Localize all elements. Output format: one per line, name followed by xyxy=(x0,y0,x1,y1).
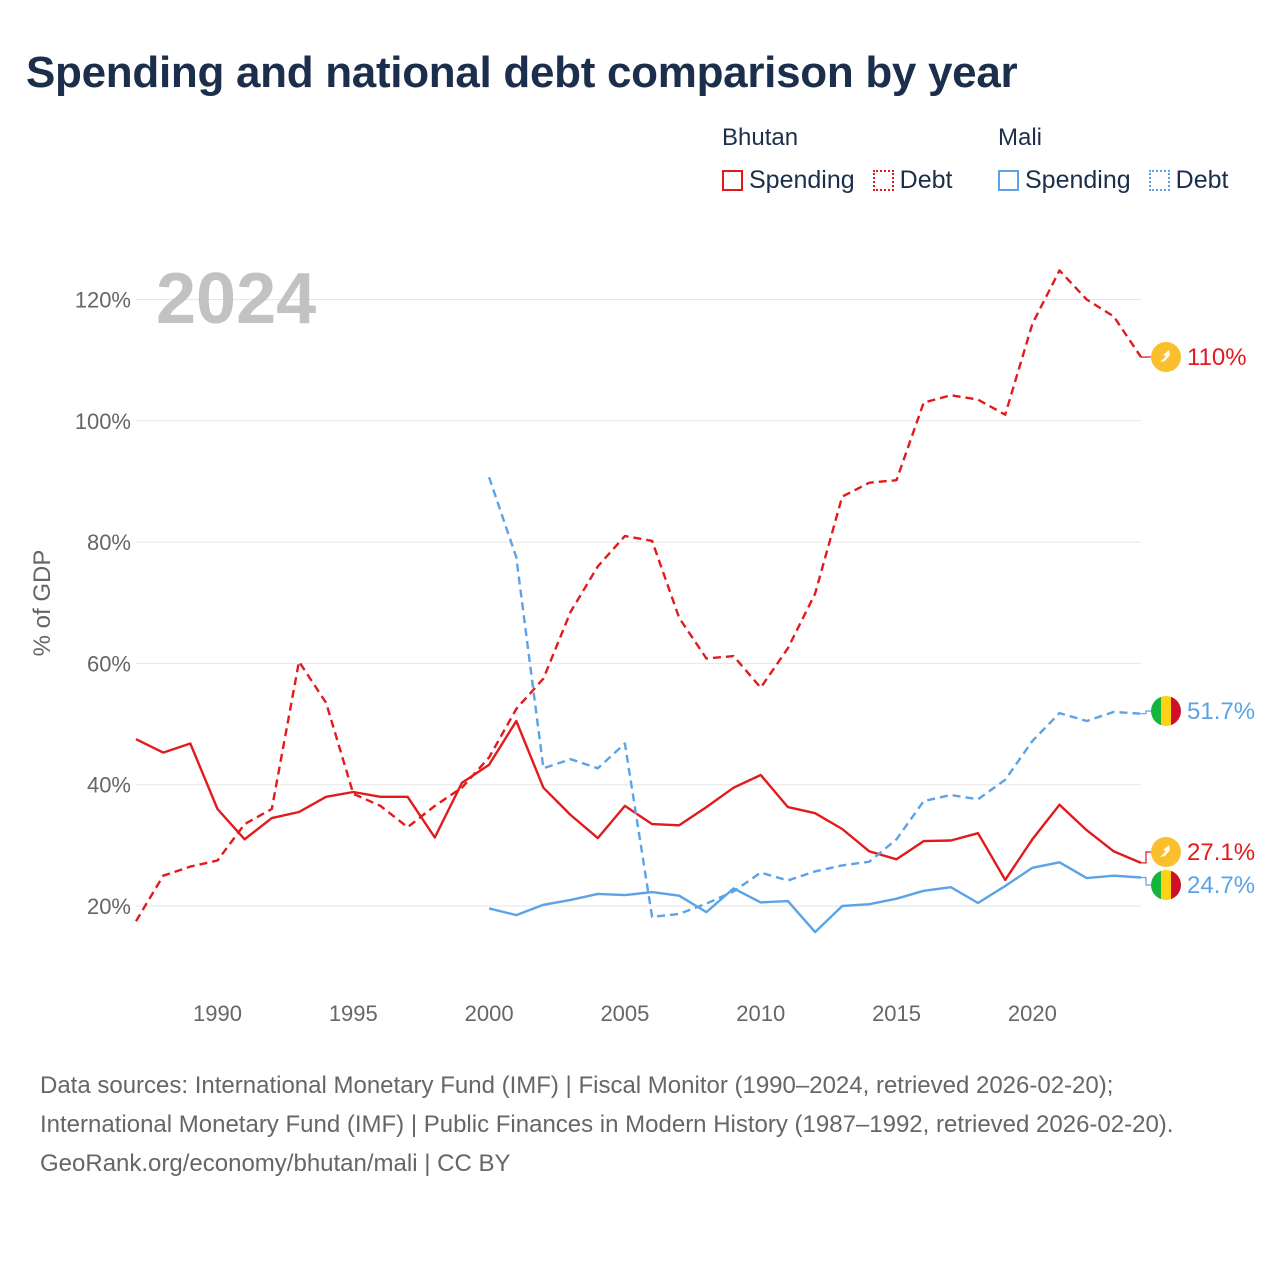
legend-group-name: Mali xyxy=(998,124,1043,151)
y-tick-label: 60% xyxy=(87,651,131,676)
mali-flag-icon xyxy=(1151,870,1181,900)
chart-plot: 20% 40% 60% 80% 100% 120% 1990 1995 2000 2005 201… xyxy=(29,259,1255,1026)
flag-stripe xyxy=(1161,870,1171,900)
credit-link[interactable]: GeoRank.org/economy/bhutan/mali | CC BY xyxy=(40,1150,511,1177)
end-value-label: 27.1% xyxy=(1187,839,1255,866)
y-tick-label: 20% xyxy=(87,894,131,919)
gridlines xyxy=(136,299,1141,907)
legend-item-mali-debt[interactable]: Debt xyxy=(1148,166,1229,195)
flag-stripe xyxy=(1171,696,1181,726)
end-value-label: 51.7% xyxy=(1187,698,1255,725)
y-axis-label: % of GDP xyxy=(29,550,56,657)
legend-swatch-solid xyxy=(722,170,743,191)
series-line-bhutan-spending xyxy=(135,719,1142,882)
end-connector xyxy=(1141,876,1151,886)
footer: Data sources: International Monetary Fun… xyxy=(40,1066,1240,1183)
end-labels: 110% 51.7% 27.1% 24.7% xyxy=(1141,342,1255,900)
x-tick-label: 1995 xyxy=(329,1001,378,1026)
legend-group-bhutan: Bhutan Spending Debt xyxy=(722,124,952,195)
end-value-label: 110% xyxy=(1187,344,1247,371)
x-tick-label: 1990 xyxy=(193,1001,242,1026)
legend-item-bhutan-spending[interactable]: Spending xyxy=(722,166,855,195)
mali-flag-icon xyxy=(1151,696,1181,726)
y-tick-label: 40% xyxy=(87,773,131,798)
x-tick-label: 2005 xyxy=(600,1001,649,1026)
legend-label: Spending xyxy=(1025,166,1131,194)
flag-dragon-mark xyxy=(1160,350,1170,362)
flag-stripe xyxy=(1171,870,1181,900)
end-connector xyxy=(1141,851,1151,864)
data-sources: Data sources: International Monetary Fun… xyxy=(40,1072,1174,1138)
legend-item-bhutan-debt[interactable]: Debt xyxy=(872,166,953,195)
legend-swatch-dotted xyxy=(872,170,894,191)
year-watermark: 2024 xyxy=(156,259,316,339)
series-lines xyxy=(134,269,1142,934)
end-connector xyxy=(1141,710,1151,715)
x-tick-label: 2020 xyxy=(1008,1001,1057,1026)
end-value-label: 24.7% xyxy=(1187,872,1255,899)
flag-dragon-mark xyxy=(1160,845,1170,857)
series-line-mali-debt xyxy=(487,476,1142,919)
legend-group-name: Bhutan xyxy=(722,124,799,151)
flag-stripe xyxy=(1151,696,1161,726)
legend-group-mali: Mali Spending Debt xyxy=(998,124,1228,195)
flag-stripe xyxy=(1151,870,1161,900)
legend-label: Debt xyxy=(1175,166,1229,194)
x-tick-label: 2000 xyxy=(465,1001,514,1026)
x-tick-label: 2015 xyxy=(872,1001,921,1026)
x-axis-ticks: 1990 1995 2000 2005 2010 2015 2020 xyxy=(193,1001,1057,1026)
y-tick-label: 120% xyxy=(75,288,131,313)
y-axis-ticks: 20% 40% 60% 80% 100% 120% xyxy=(75,288,131,920)
flag-stripe xyxy=(1161,696,1171,726)
series-line-mali-spending xyxy=(488,861,1142,934)
legend-label: Spending xyxy=(749,166,855,194)
x-tick-label: 2010 xyxy=(736,1001,785,1026)
legend-swatch-solid xyxy=(998,170,1019,191)
legend-item-mali-spending[interactable]: Spending xyxy=(998,166,1131,195)
legend-label: Debt xyxy=(899,166,953,194)
y-tick-label: 80% xyxy=(87,530,131,555)
series-line-bhutan-debt xyxy=(134,269,1142,922)
legend-swatch-dotted xyxy=(1148,170,1170,191)
chart-title: Spending and national debt comparison by… xyxy=(26,48,1018,97)
y-tick-label: 100% xyxy=(75,409,131,434)
